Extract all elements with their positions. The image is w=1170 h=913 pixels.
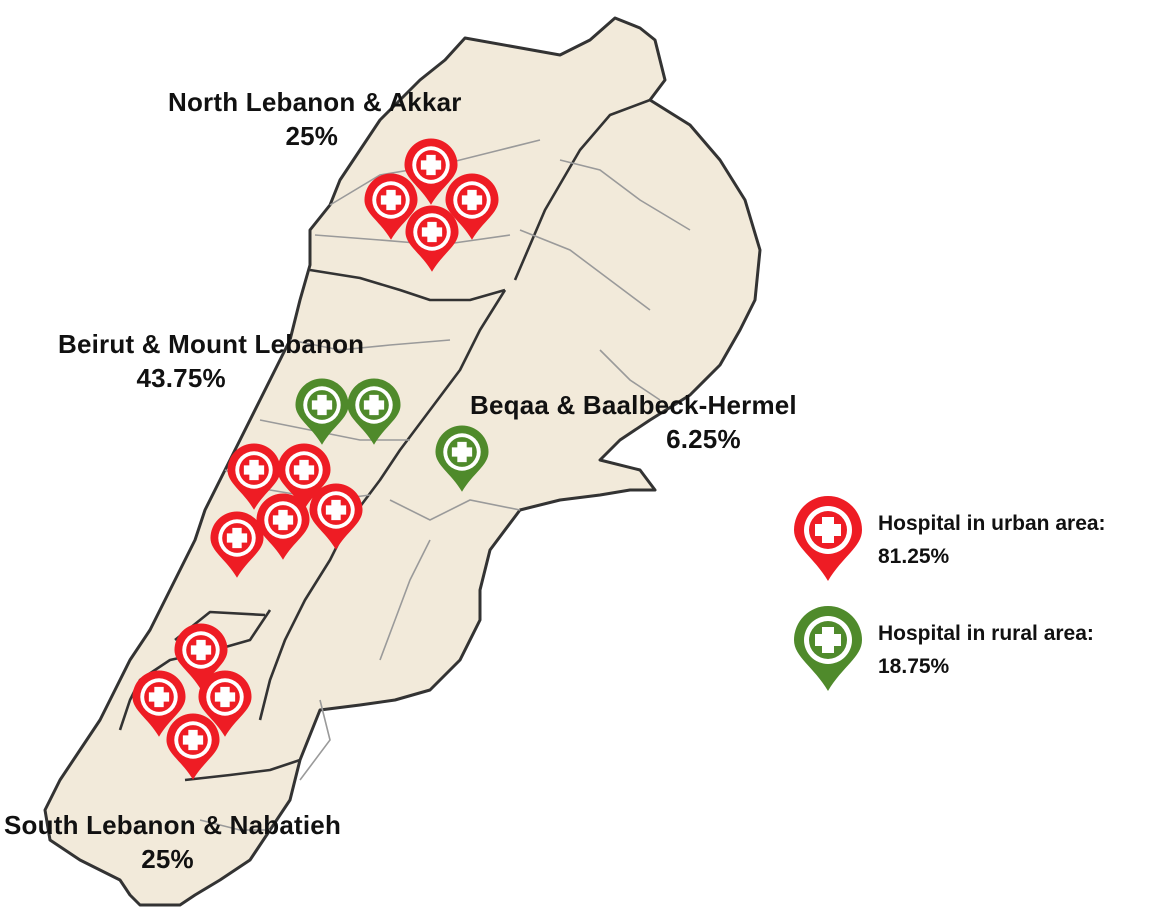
region-label-north: North Lebanon & Akkar 25% [168,85,462,153]
urban-hospital-pin-icon [405,205,459,272]
region-percent: 6.25% [666,424,741,454]
urban-hospital-pin-icon [256,493,310,560]
rural-hospital-pin-icon [794,606,862,691]
legend-urban-percent: 81.25% [878,545,950,568]
urban-hospital-pin-icon [364,173,418,240]
legend-rural-label: Hospital in rural area: [878,622,1094,645]
urban-hospital-pin-icon [174,623,228,690]
rural-hospital-pin-icon [295,378,349,445]
urban-hospital-pin-icon [132,670,186,737]
region-percent: 25% [141,844,194,874]
urban-hospital-pin-icon [198,670,252,737]
region-label-beirut: Beirut & Mount Lebanon 43.75% [58,327,364,395]
region-percent: 25% [285,121,339,151]
rural-hospital-pin-icon [435,425,489,492]
region-name: South Lebanon & Nabatieh [4,810,342,840]
region-name: North Lebanon & Akkar [168,87,462,117]
legend-urban: Hospital in urban area: 81.25% [788,495,1168,595]
legend-urban-label: Hospital in urban area: [878,512,1106,535]
urban-hospital-pin-icon [277,443,331,510]
region-label-beqaa: Beqaa & Baalbeck-Hermel 6.25% [470,388,797,456]
legend-rural-percent: 18.75% [878,655,950,678]
region-label-south: South Lebanon & Nabatieh 25% [4,808,341,876]
urban-hospital-pin-icon [309,483,363,550]
region-name: Beirut & Mount Lebanon [58,329,365,359]
urban-hospital-pin-icon [210,511,264,578]
rural-hospital-pin-icon [347,378,401,445]
region-name: Beqaa & Baalbeck-Hermel [470,390,797,420]
legend-rural: Hospital in rural area: 18.75% [788,605,1168,705]
urban-hospital-pin-icon [166,713,220,780]
urban-hospital-pin-icon [227,443,281,510]
region-percent: 43.75% [136,363,226,393]
urban-hospital-pin-icon [404,138,458,205]
governorate-borders [118,98,651,782]
urban-hospital-pin-icon [445,173,499,240]
urban-hospital-pin-icon [794,496,862,581]
